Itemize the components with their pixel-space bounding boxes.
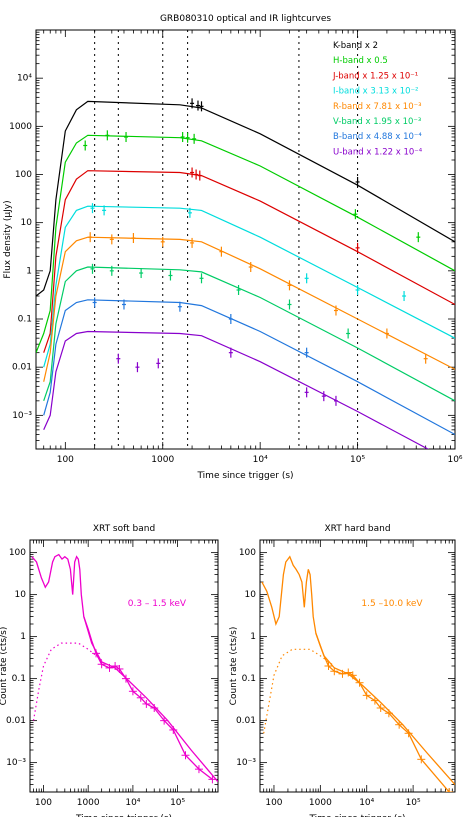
xrt-data-series	[261, 555, 450, 792]
x-tick-label: 10⁵	[350, 455, 365, 465]
legend-entry: K-band x 2	[333, 41, 378, 51]
y-tick-label: 100	[15, 170, 32, 180]
chart-title: XRT hard band	[324, 524, 390, 534]
x-axis-label: Time since trigger (s)	[196, 471, 293, 481]
x-tick-label: 1000	[309, 798, 332, 808]
y-tick-label: 10⁻³	[12, 411, 32, 421]
legend-entry: I-band x 3.13 x 10⁻²	[333, 87, 418, 97]
plot-area	[31, 553, 218, 784]
y-tick-label: 0.1	[12, 674, 26, 684]
series-model-line	[36, 100, 455, 297]
series-model-line	[43, 299, 455, 436]
y-tick-label: 10	[15, 590, 27, 600]
y-tick-label: 100	[9, 548, 26, 558]
series-model-line	[43, 170, 455, 353]
x-tick-label: 10⁴	[253, 455, 268, 465]
y-axis-label: Flux density (μJy)	[3, 200, 13, 278]
series-model-line	[36, 134, 455, 353]
chart-panel-2: 100 1000 10⁴ 10⁵ 10⁻³ 0.01 0.1 1 10 100 XRT hard b…	[229, 524, 456, 817]
legend-entry: B-band x 4.88 x 10⁻⁴	[333, 132, 422, 142]
x-tick-label: 100	[265, 798, 282, 808]
series-model-line	[43, 205, 455, 368]
x-tick-label: 1000	[77, 798, 100, 808]
x-tick-label: 100	[35, 798, 52, 808]
legend-entry: J-band x 1.25 x 10⁻¹	[332, 71, 418, 81]
xrt-model-line	[315, 633, 455, 786]
x-tick-label: 10⁶	[447, 455, 462, 465]
x-tick-label: 100	[57, 455, 74, 465]
legend-entry: U-band x 1.22 x 10⁻⁴	[333, 147, 423, 157]
x-tick-label: 10⁵	[406, 798, 421, 808]
xrt-data-series	[31, 553, 213, 780]
y-tick-label: 10⁻³	[6, 758, 26, 768]
chart-title: GRB080310 optical and IR lightcurves	[160, 14, 331, 24]
x-tick-label: 10⁵	[170, 798, 185, 808]
x-axis-label: Time since trigger (s)	[75, 814, 172, 817]
y-tick-label: 10⁴	[17, 74, 32, 84]
plot-frame	[35, 29, 456, 450]
series-model-line	[43, 330, 430, 449]
series-model-line	[43, 266, 455, 402]
y-tick-label: 1	[250, 632, 256, 642]
chart-title: XRT soft band	[93, 524, 155, 534]
y-tick-label: 10	[21, 218, 33, 228]
energy-band-label: 0.3 – 1.5 keV	[128, 599, 187, 609]
y-axis-label: Count rate (cts/s)	[229, 627, 239, 706]
x-tick-label: 10⁴	[125, 798, 140, 808]
legend-entry: H-band x 0.5	[333, 56, 388, 66]
y-tick-label: 100	[239, 548, 256, 558]
chart-panel-0: 100 1000 10⁴ 10⁵ 10⁶ 10⁻³ 0.01 0.1 1 10 100 1000 10⁴…	[3, 14, 463, 481]
legend-entry: V-band x 1.95 x 10⁻³	[333, 117, 421, 127]
legend-entry: R-band x 7.81 x 10⁻³	[333, 102, 422, 112]
x-tick-label: 1000	[151, 455, 174, 465]
xrt-underlying-line	[263, 648, 335, 734]
plot-area	[36, 30, 455, 449]
y-tick-label: 0.01	[6, 716, 26, 726]
x-tick-label: 10⁴	[359, 798, 374, 808]
energy-band-label: 1.5 –10.0 keV	[361, 599, 423, 609]
y-tick-label: 10	[245, 590, 257, 600]
plot-frame	[29, 539, 219, 793]
y-axis-label: Count rate (cts/s)	[0, 627, 9, 706]
y-tick-label: 10⁻³	[236, 758, 256, 768]
chart-panel-1: 100 1000 10⁴ 10⁵ 10⁻³ 0.01 0.1 1 10 100 XRT soft b…	[0, 524, 219, 817]
y-tick-label: 0.1	[18, 314, 32, 324]
y-tick-label: 0.1	[242, 674, 256, 684]
xrt-model-line	[83, 616, 218, 783]
plot-area	[261, 555, 455, 792]
xrt-underlying-line	[32, 642, 102, 721]
x-axis-label: Time since trigger (s)	[308, 814, 405, 817]
y-tick-label: 0.01	[12, 363, 32, 373]
y-tick-label: 0.01	[236, 716, 256, 726]
y-tick-label: 1	[26, 266, 32, 276]
series-model-line	[43, 236, 455, 382]
y-tick-label: 1	[20, 632, 26, 642]
y-tick-label: 1000	[9, 122, 32, 132]
plot-frame	[259, 539, 456, 793]
